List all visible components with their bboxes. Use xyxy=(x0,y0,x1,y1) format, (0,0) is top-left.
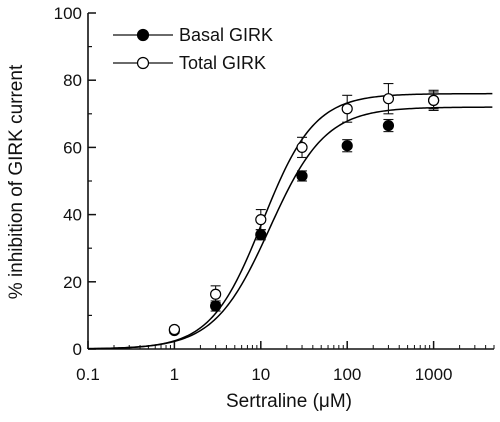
y-tick-label: 100 xyxy=(54,4,82,23)
x-tick-label: 1000 xyxy=(415,365,453,384)
y-tick-label: 0 xyxy=(73,340,82,359)
data-point-total xyxy=(382,93,395,105)
data-point-total xyxy=(210,288,222,300)
y-tick-label: 20 xyxy=(63,273,82,292)
fit-curve-basal xyxy=(87,106,493,350)
data-point-total xyxy=(428,94,440,106)
legend-label-basal: Basal GIRK xyxy=(179,25,273,45)
fit-curve-total xyxy=(87,92,493,350)
fit-curves xyxy=(87,92,493,350)
y-ticks: 0 20 40 60 80 100 xyxy=(54,4,96,359)
data-point-basal xyxy=(255,229,267,241)
data-point-total xyxy=(168,323,181,336)
legend: Basal GIRK Total GIRK xyxy=(113,25,273,73)
data-point-total xyxy=(255,214,267,226)
data-points xyxy=(168,93,440,337)
error-bars xyxy=(169,83,439,334)
x-tick-label: 1 xyxy=(170,365,179,384)
x-ticks: 0.1 1 10 100 1000 xyxy=(76,341,495,384)
data-point-basal xyxy=(210,300,222,312)
x-tick-label: 100 xyxy=(333,365,361,384)
legend-marker-total xyxy=(136,56,150,70)
x-tick-label: 0.1 xyxy=(76,365,100,384)
y-tick-label: 80 xyxy=(63,71,82,90)
data-point-basal xyxy=(296,170,308,182)
data-point-total xyxy=(296,141,308,153)
legend-label-total: Total GIRK xyxy=(179,53,266,73)
x-tick-label: 10 xyxy=(251,365,270,384)
legend-marker-basal xyxy=(136,28,150,42)
x-axis-title: Sertraline (μM) xyxy=(226,391,352,412)
y-tick-label: 40 xyxy=(63,206,82,225)
data-point-total xyxy=(341,103,353,115)
y-tick-label: 60 xyxy=(63,138,82,157)
y-axis-title: % inhibition of GIRK current xyxy=(6,64,27,299)
data-point-basal xyxy=(341,140,353,152)
data-point-basal xyxy=(382,119,395,132)
